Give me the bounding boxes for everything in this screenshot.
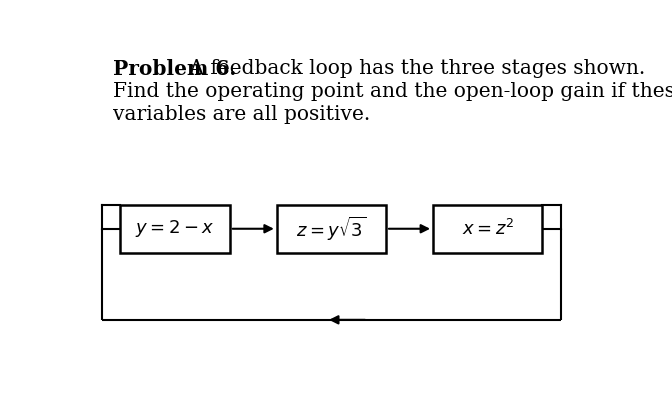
Text: variables are all positive.: variables are all positive. [113, 105, 370, 124]
Text: A feedback loop has the three stages shown.: A feedback loop has the three stages sho… [183, 59, 645, 78]
Text: Find the operating point and the open-loop gain if these: Find the operating point and the open-lo… [113, 82, 672, 101]
Text: $y = 2 - x$: $y = 2 - x$ [135, 218, 215, 239]
Bar [120, 205, 230, 253]
Bar [277, 205, 386, 253]
Text: $x = z^2$: $x = z^2$ [462, 219, 513, 239]
Bar [433, 205, 542, 253]
Text: $z = y\sqrt{3}$: $z = y\sqrt{3}$ [296, 215, 367, 243]
Text: Problem 6.: Problem 6. [113, 59, 236, 79]
